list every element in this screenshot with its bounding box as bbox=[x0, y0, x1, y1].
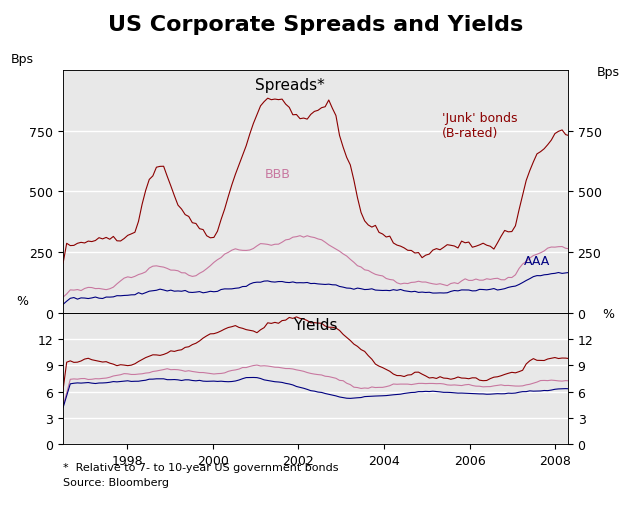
Y-axis label: %: % bbox=[602, 308, 615, 321]
Y-axis label: Bps: Bps bbox=[11, 53, 34, 66]
Y-axis label: Bps: Bps bbox=[597, 66, 620, 79]
Y-axis label: %: % bbox=[16, 295, 29, 308]
Text: BBB: BBB bbox=[265, 168, 291, 181]
Text: 'Junk' bonds
(B-rated): 'Junk' bonds (B-rated) bbox=[442, 112, 517, 140]
Text: Spreads*: Spreads* bbox=[256, 78, 325, 93]
Text: US Corporate Spreads and Yields: US Corporate Spreads and Yields bbox=[108, 15, 523, 35]
Text: AAA: AAA bbox=[524, 255, 550, 268]
Text: Source: Bloomberg: Source: Bloomberg bbox=[63, 477, 169, 487]
Text: Yields: Yields bbox=[293, 317, 338, 332]
Text: *  Relative to 7- to 10-year US government bonds: * Relative to 7- to 10-year US governmen… bbox=[63, 462, 339, 472]
